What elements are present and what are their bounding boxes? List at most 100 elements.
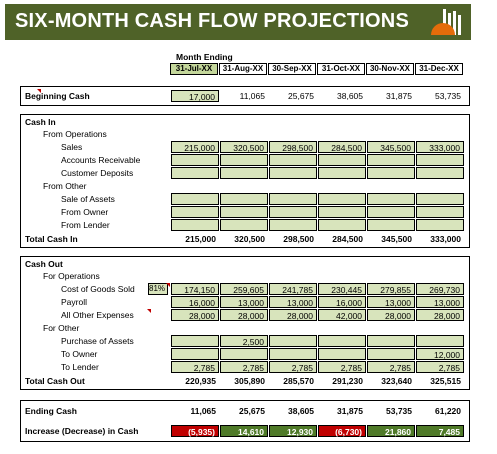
- to-owner-cell[interactable]: [367, 348, 415, 360]
- to-lender-cell[interactable]: 2,785: [416, 361, 464, 373]
- customer-deposits-cell[interactable]: [269, 167, 317, 179]
- to-lender-cell[interactable]: 2,785: [269, 361, 317, 373]
- sales-cell[interactable]: 333,000: [416, 141, 464, 153]
- total-cash-out-cell[interactable]: 325,515: [430, 376, 461, 386]
- sales-cell[interactable]: 215,000: [171, 141, 219, 153]
- ending-cash-cell[interactable]: 11,065: [190, 406, 216, 416]
- to-lender-cell[interactable]: 2,785: [171, 361, 219, 373]
- purchase-assets-cell[interactable]: [269, 335, 317, 347]
- sale-of-assets-cell[interactable]: [220, 193, 268, 205]
- from-owner-cell[interactable]: [318, 206, 366, 218]
- payroll-cell[interactable]: 16,000: [171, 296, 219, 308]
- sale-of-assets-cell[interactable]: [171, 193, 219, 205]
- total-cash-in-cell[interactable]: 215,000: [185, 234, 216, 244]
- to-owner-cell[interactable]: [220, 348, 268, 360]
- accounts-receivable-cell[interactable]: [269, 154, 317, 166]
- change-in-cash-cell[interactable]: 7,485: [416, 425, 464, 437]
- payroll-cell[interactable]: 13,000: [269, 296, 317, 308]
- total-cash-in-cell[interactable]: 284,500: [332, 234, 363, 244]
- change-in-cash-cell[interactable]: (5,935): [171, 425, 219, 437]
- total-cash-out-cell[interactable]: 220,935: [185, 376, 216, 386]
- beginning-cash-cell[interactable]: 11,065: [239, 91, 265, 101]
- payroll-cell[interactable]: 16,000: [318, 296, 366, 308]
- from-lender-cell[interactable]: [367, 219, 415, 231]
- total-cash-out-cell[interactable]: 305,890: [234, 376, 265, 386]
- beginning-cash-cell[interactable]: 31,875: [386, 91, 412, 101]
- from-lender-cell[interactable]: [416, 219, 464, 231]
- month-header-cell[interactable]: 31-Jul-XX: [170, 63, 218, 75]
- beginning-cash-cell[interactable]: 17,000: [171, 90, 219, 102]
- cogs-cell[interactable]: 269,730: [416, 283, 464, 295]
- total-cash-out-cell[interactable]: 285,570: [283, 376, 314, 386]
- sale-of-assets-cell[interactable]: [367, 193, 415, 205]
- month-header-cell[interactable]: 31-Aug-XX: [219, 63, 267, 75]
- cogs-percent-input[interactable]: 81%: [148, 283, 168, 295]
- cogs-cell[interactable]: 174,150: [171, 283, 219, 295]
- to-owner-cell[interactable]: [171, 348, 219, 360]
- month-header-cell[interactable]: 31-Oct-XX: [317, 63, 365, 75]
- purchase-assets-cell[interactable]: 2,500: [220, 335, 268, 347]
- ending-cash-cell[interactable]: 61,220: [435, 406, 461, 416]
- from-owner-cell[interactable]: [269, 206, 317, 218]
- from-owner-cell[interactable]: [171, 206, 219, 218]
- month-header-cell[interactable]: 30-Sep-XX: [268, 63, 316, 75]
- month-header-cell[interactable]: 30-Nov-XX: [366, 63, 414, 75]
- change-in-cash-cell[interactable]: 21,860: [367, 425, 415, 437]
- ending-cash-cell[interactable]: 25,675: [239, 406, 265, 416]
- sales-cell[interactable]: 320,500: [220, 141, 268, 153]
- customer-deposits-cell[interactable]: [416, 167, 464, 179]
- to-lender-cell[interactable]: 2,785: [318, 361, 366, 373]
- ending-cash-cell[interactable]: 53,735: [386, 406, 412, 416]
- from-lender-cell[interactable]: [171, 219, 219, 231]
- change-in-cash-cell[interactable]: 14,610: [220, 425, 268, 437]
- sales-cell[interactable]: 284,500: [318, 141, 366, 153]
- total-cash-in-cell[interactable]: 320,500: [234, 234, 265, 244]
- cogs-cell[interactable]: 241,785: [269, 283, 317, 295]
- customer-deposits-cell[interactable]: [171, 167, 219, 179]
- payroll-cell[interactable]: 13,000: [416, 296, 464, 308]
- sales-cell[interactable]: 298,500: [269, 141, 317, 153]
- ending-cash-cell[interactable]: 38,605: [288, 406, 314, 416]
- other-expenses-cell[interactable]: 28,000: [367, 309, 415, 321]
- purchase-assets-cell[interactable]: [416, 335, 464, 347]
- purchase-assets-cell[interactable]: [367, 335, 415, 347]
- cogs-cell[interactable]: 279,855: [367, 283, 415, 295]
- other-expenses-cell[interactable]: 42,000: [318, 309, 366, 321]
- from-owner-cell[interactable]: [416, 206, 464, 218]
- cogs-cell[interactable]: 230,445: [318, 283, 366, 295]
- purchase-assets-cell[interactable]: [171, 335, 219, 347]
- ending-cash-cell[interactable]: 31,875: [337, 406, 363, 416]
- beginning-cash-cell[interactable]: 53,735: [435, 91, 461, 101]
- customer-deposits-cell[interactable]: [220, 167, 268, 179]
- other-expenses-cell[interactable]: 28,000: [171, 309, 219, 321]
- payroll-cell[interactable]: 13,000: [220, 296, 268, 308]
- total-cash-in-cell[interactable]: 345,500: [381, 234, 412, 244]
- accounts-receivable-cell[interactable]: [367, 154, 415, 166]
- purchase-assets-cell[interactable]: [318, 335, 366, 347]
- beginning-cash-cell[interactable]: 25,675: [288, 91, 314, 101]
- beginning-cash-cell[interactable]: 38,605: [337, 91, 363, 101]
- payroll-cell[interactable]: 13,000: [367, 296, 415, 308]
- customer-deposits-cell[interactable]: [367, 167, 415, 179]
- sale-of-assets-cell[interactable]: [269, 193, 317, 205]
- from-owner-cell[interactable]: [367, 206, 415, 218]
- to-lender-cell[interactable]: 2,785: [220, 361, 268, 373]
- total-cash-in-cell[interactable]: 333,000: [430, 234, 461, 244]
- to-owner-cell[interactable]: [318, 348, 366, 360]
- cogs-cell[interactable]: 259,605: [220, 283, 268, 295]
- accounts-receivable-cell[interactable]: [318, 154, 366, 166]
- from-lender-cell[interactable]: [318, 219, 366, 231]
- sale-of-assets-cell[interactable]: [416, 193, 464, 205]
- other-expenses-cell[interactable]: 28,000: [269, 309, 317, 321]
- accounts-receivable-cell[interactable]: [220, 154, 268, 166]
- accounts-receivable-cell[interactable]: [171, 154, 219, 166]
- month-header-cell[interactable]: 31-Dec-XX: [415, 63, 463, 75]
- change-in-cash-cell[interactable]: 12,930: [269, 425, 317, 437]
- to-lender-cell[interactable]: 2,785: [367, 361, 415, 373]
- to-owner-cell[interactable]: [269, 348, 317, 360]
- accounts-receivable-cell[interactable]: [416, 154, 464, 166]
- from-lender-cell[interactable]: [269, 219, 317, 231]
- to-owner-cell[interactable]: 12,000: [416, 348, 464, 360]
- from-owner-cell[interactable]: [220, 206, 268, 218]
- total-cash-in-cell[interactable]: 298,500: [283, 234, 314, 244]
